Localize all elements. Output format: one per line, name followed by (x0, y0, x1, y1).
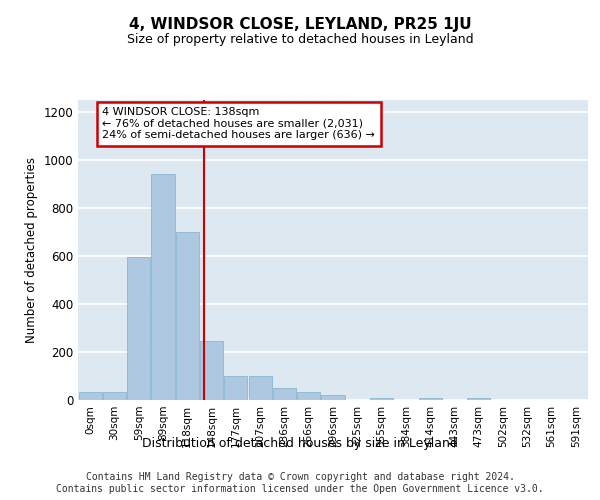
Text: 4 WINDSOR CLOSE: 138sqm
← 76% of detached houses are smaller (2,031)
24% of semi: 4 WINDSOR CLOSE: 138sqm ← 76% of detache… (102, 107, 375, 140)
Bar (79, 392, 101, 400)
Bar (224, 376, 247, 400)
Bar (419, 398, 442, 400)
Text: Contains HM Land Registry data © Crown copyright and database right 2024.: Contains HM Land Registry data © Crown c… (86, 472, 514, 482)
Bar (297, 392, 320, 400)
Bar (248, 376, 272, 400)
Bar (322, 395, 344, 400)
Text: 4, WINDSOR CLOSE, LEYLAND, PR25 1JU: 4, WINDSOR CLOSE, LEYLAND, PR25 1JU (128, 18, 472, 32)
Bar (370, 398, 393, 400)
Bar (103, 392, 126, 400)
Y-axis label: Number of detached properties: Number of detached properties (25, 157, 38, 343)
Bar (151, 174, 175, 400)
Text: Distribution of detached houses by size in Leyland: Distribution of detached houses by size … (142, 438, 458, 450)
Text: Size of property relative to detached houses in Leyland: Size of property relative to detached ho… (127, 32, 473, 46)
Text: Contains public sector information licensed under the Open Government Licence v3: Contains public sector information licen… (56, 484, 544, 494)
Bar (176, 232, 199, 400)
Bar (127, 257, 150, 400)
Bar (200, 341, 223, 400)
Bar (273, 388, 296, 400)
Bar (467, 398, 490, 400)
